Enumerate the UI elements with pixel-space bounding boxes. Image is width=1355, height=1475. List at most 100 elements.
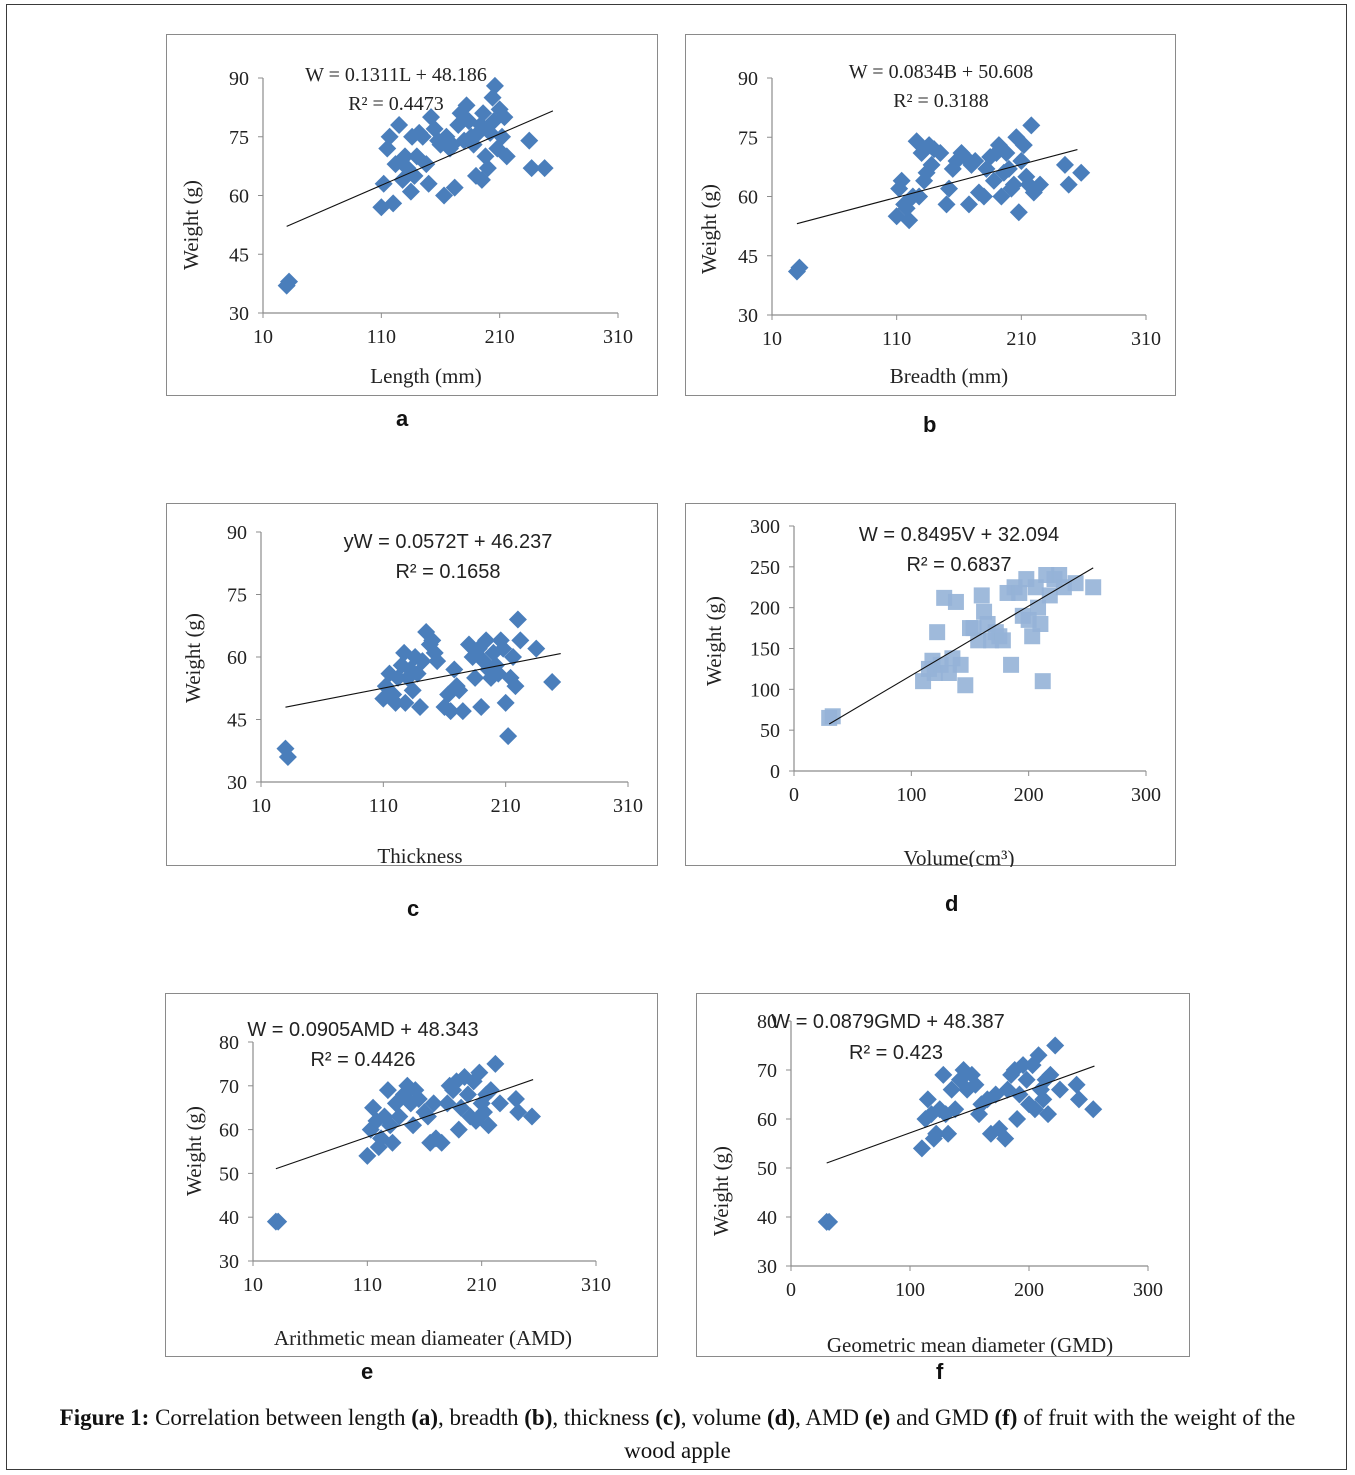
y-tick-label: 80	[219, 1032, 239, 1054]
y-tick-label: 90	[229, 68, 249, 90]
y-tick-label: 300	[750, 516, 780, 538]
data-point	[996, 1129, 1015, 1148]
data-point	[278, 748, 297, 766]
panel-letter-c: c	[407, 896, 420, 921]
data-point	[1031, 175, 1050, 194]
data-point	[386, 1094, 405, 1113]
x-tick-label: 300	[1131, 784, 1161, 806]
data-point	[405, 166, 424, 185]
y-tick-label: 50	[219, 1163, 239, 1185]
data-point	[421, 1133, 440, 1152]
data-point	[1069, 1090, 1088, 1109]
x-tick-label: 210	[485, 326, 515, 348]
figure-caption: Figure 1: Correlation between length (a)…	[40, 1401, 1315, 1467]
x-tick-label: 200	[1014, 784, 1044, 806]
data-point	[1051, 567, 1068, 583]
data-point	[445, 660, 464, 679]
data-point	[483, 88, 502, 107]
data-point	[384, 194, 403, 213]
data-point	[934, 1065, 953, 1084]
data-point	[897, 199, 916, 218]
data-point	[485, 76, 504, 95]
data-point	[922, 1105, 941, 1124]
chart-panel-b: 10 110 210 310 30 45 60 75 90 W = 0.0834B + 50.60…	[685, 34, 1176, 396]
data-point	[1032, 616, 1049, 632]
x-axis-label: Geometric mean diameter (GMD)	[827, 1333, 1113, 1357]
data-point	[1046, 1036, 1065, 1055]
data-point	[493, 127, 512, 146]
y-tick-label: 30	[219, 1251, 239, 1273]
data-point	[535, 159, 554, 178]
y-tick-label: 40	[219, 1207, 239, 1229]
data-point	[1011, 584, 1028, 601]
caption-panel-ref: (f)	[994, 1405, 1018, 1430]
x-tick-label: 210	[491, 795, 521, 817]
data-point	[417, 155, 436, 174]
r-squared-label: R² = 0.1658	[395, 561, 500, 583]
data-point	[424, 1094, 443, 1113]
data-point	[966, 151, 985, 170]
data-point	[479, 1116, 498, 1135]
y-tick-label: 50	[760, 720, 780, 742]
x-tick-label: 310	[613, 795, 643, 817]
data-point	[474, 104, 493, 123]
data-point	[987, 144, 1006, 163]
data-point	[423, 631, 442, 650]
data-point	[490, 1094, 509, 1113]
y-tick-label: 100	[750, 679, 780, 701]
trend-line	[285, 653, 561, 708]
caption-panel-ref: (e)	[864, 1405, 891, 1430]
data-point	[937, 195, 956, 214]
data-point	[1024, 628, 1041, 645]
data-point	[927, 1124, 946, 1143]
x-axis-label: Length (mm)	[370, 364, 481, 388]
y-tick-label: 45	[229, 244, 249, 266]
data-point	[481, 668, 500, 687]
data-point	[1019, 175, 1038, 194]
caption-panel-ref: (d)	[767, 1405, 796, 1430]
x-tick-label: 200	[1014, 1279, 1044, 1301]
x-axis-label: Arithmetic mean diameater (AMD)	[274, 1326, 572, 1350]
data-point	[435, 186, 454, 205]
data-point	[1017, 1070, 1036, 1089]
r-squared-label: R² = 0.423	[849, 1042, 943, 1064]
data-point	[974, 187, 993, 206]
data-point	[457, 96, 476, 115]
y-axis-label: Weight (g)	[181, 613, 205, 703]
x-axis-label: Volume(cm³)	[904, 846, 1015, 867]
data-point	[957, 677, 974, 694]
caption-panel-ref: (a)	[411, 1405, 439, 1430]
data-point	[458, 1085, 477, 1104]
data-point	[413, 652, 432, 671]
data-point	[419, 174, 438, 193]
scatter-chart-c: 10 110 210 310 30 45 60 75 90 yW = 0.0572T + 46.2…	[181, 522, 643, 867]
x-tick-label: 0	[789, 784, 799, 806]
trend-line	[796, 149, 1078, 225]
y-tick-label: 30	[229, 303, 249, 325]
x-tick-label: 110	[367, 326, 396, 348]
y-tick-label: 60	[219, 1120, 239, 1142]
x-tick-label: 110	[369, 795, 398, 817]
y-tick-label: 60	[757, 1109, 777, 1131]
data-point	[1034, 673, 1051, 690]
data-point	[918, 1090, 937, 1109]
caption-text: of fruit with the weight of the wood app…	[624, 1405, 1296, 1463]
x-tick-label: 100	[895, 1279, 925, 1301]
data-point	[396, 693, 415, 712]
data-point	[364, 1098, 383, 1117]
data-point	[477, 631, 496, 650]
data-point	[1024, 183, 1043, 202]
data-point	[506, 1089, 525, 1108]
data-point	[958, 1080, 977, 1099]
data-point	[962, 1065, 981, 1084]
data-point	[1022, 116, 1041, 135]
y-axis-label: Weight (g)	[709, 1146, 733, 1236]
data-point	[981, 1124, 1000, 1143]
data-point	[406, 648, 425, 666]
y-tick-label: 75	[227, 585, 247, 607]
data-point	[453, 702, 472, 721]
y-tick-label: 0	[770, 761, 780, 783]
data-point	[455, 1068, 474, 1087]
data-point	[1055, 155, 1074, 174]
scatter-chart-b: 10 110 210 310 30 45 60 75 90 W = 0.0834B + 50.60…	[697, 61, 1161, 388]
